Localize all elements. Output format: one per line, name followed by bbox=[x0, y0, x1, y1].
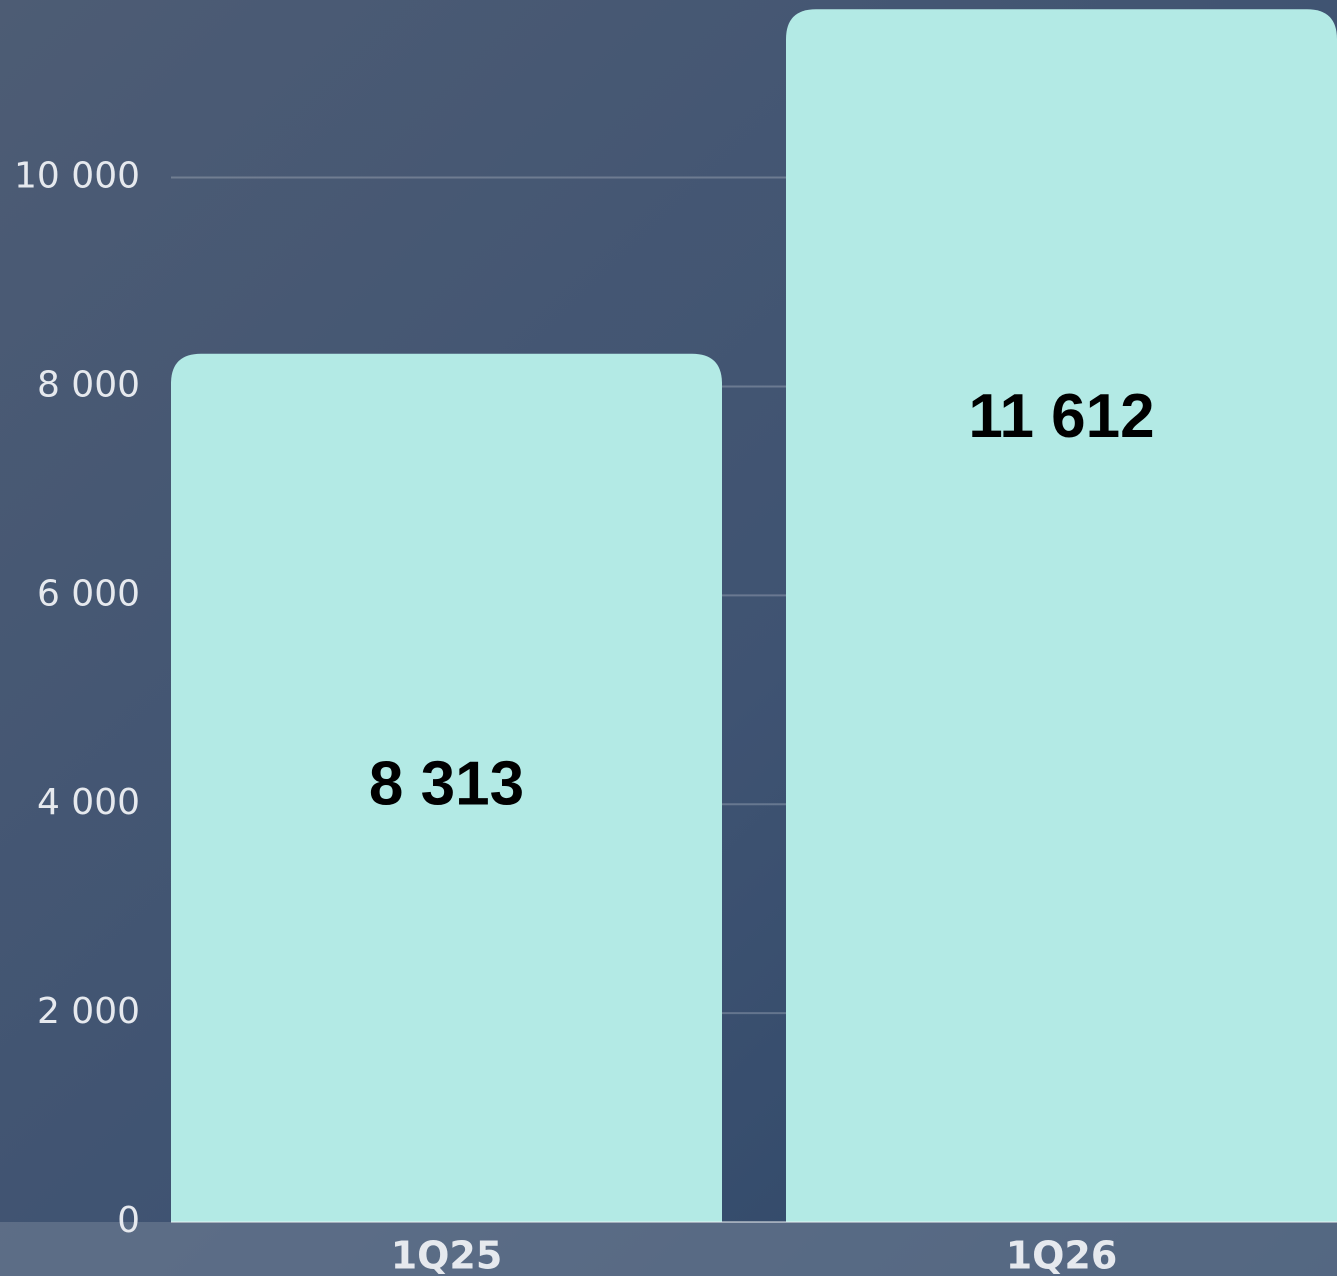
y-tick-label: 6 000 bbox=[37, 573, 140, 614]
bar bbox=[786, 9, 1337, 1222]
footer-band bbox=[0, 1222, 1337, 1276]
y-tick-label: 8 000 bbox=[37, 364, 140, 405]
data-label: 11 612 bbox=[968, 382, 1154, 451]
y-tick-label: 4 000 bbox=[37, 782, 140, 823]
y-tick-label: 0 bbox=[117, 1200, 140, 1241]
bar bbox=[171, 353, 722, 1223]
data-label: 8 313 bbox=[369, 749, 524, 818]
y-tick-label: 2 000 bbox=[37, 991, 140, 1032]
x-tick-label: 1Q25 bbox=[391, 1234, 503, 1276]
y-tick-label: 10 000 bbox=[14, 156, 140, 197]
x-tick-label: 1Q26 bbox=[1006, 1234, 1118, 1276]
